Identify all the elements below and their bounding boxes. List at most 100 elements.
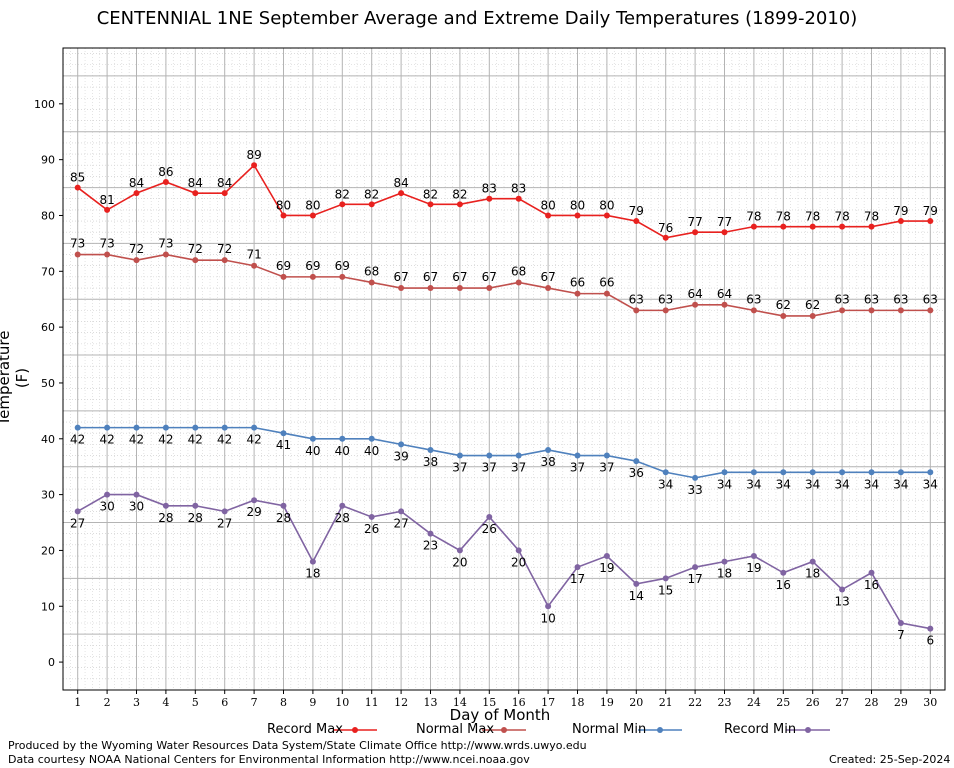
data-label-record-max: 83 (511, 182, 526, 196)
data-point-record-min (486, 513, 493, 520)
data-label-record-min: 30 (129, 500, 144, 514)
legend-marker-normal-min (657, 727, 663, 733)
data-label-normal-min: 34 (776, 477, 791, 491)
y-tick-label: 100 (34, 98, 55, 111)
x-tick-label: 12 (394, 696, 408, 709)
data-label-record-max: 82 (452, 187, 467, 201)
x-tick-label: 11 (365, 696, 379, 709)
data-point-record-min (545, 603, 552, 610)
data-label-normal-min: 37 (482, 461, 497, 475)
data-point-record-min (427, 530, 434, 537)
data-label-normal-min: 37 (570, 461, 585, 475)
data-label-record-max: 89 (246, 148, 261, 162)
data-label-normal-max: 66 (570, 276, 585, 290)
legend-label-normal-min: Normal Min (572, 722, 647, 737)
data-point-normal-max (545, 285, 552, 292)
data-point-record-max (809, 223, 816, 230)
legend-markers (333, 727, 830, 733)
x-tick-label: 5 (192, 696, 199, 709)
data-point-record-min (633, 580, 640, 587)
data-point-record-max (309, 212, 316, 219)
data-label-record-max: 80 (276, 198, 291, 212)
data-label-normal-max: 72 (217, 242, 232, 256)
data-label-normal-min: 41 (276, 438, 291, 452)
x-tick-label: 15 (482, 696, 496, 709)
data-point-record-min (456, 547, 463, 554)
data-label-normal-min: 40 (335, 444, 350, 458)
data-label-record-max: 80 (599, 198, 614, 212)
data-label-record-max: 78 (864, 210, 879, 224)
data-label-record-min: 28 (335, 511, 350, 525)
y-tick-label: 40 (41, 433, 55, 446)
legend-label-record-max: Record Max (267, 722, 343, 737)
data-label-normal-min: 39 (393, 449, 408, 463)
y-tick-label: 60 (41, 321, 55, 334)
data-point-record-min (574, 564, 581, 571)
data-label-record-min: 16 (776, 578, 791, 592)
data-label-record-max: 79 (893, 204, 908, 218)
data-point-normal-min (897, 469, 904, 476)
data-point-normal-min (339, 435, 346, 442)
data-point-record-max (104, 206, 111, 213)
data-point-record-max (897, 218, 904, 225)
x-tick-label: 8 (280, 696, 287, 709)
data-point-record-max (486, 195, 493, 202)
data-point-record-min (662, 575, 669, 582)
data-point-record-min (251, 497, 258, 504)
data-label-record-min: 6 (926, 634, 934, 648)
data-point-record-min (721, 558, 728, 565)
data-point-normal-max (927, 307, 934, 314)
data-label-normal-max: 63 (834, 292, 849, 306)
data-label-normal-max: 63 (629, 292, 644, 306)
data-point-record-min (603, 553, 610, 560)
data-point-normal-min (780, 469, 787, 476)
chart-title: CENTENNIAL 1NE September Average and Ext… (96, 8, 858, 29)
x-tick-label: 13 (424, 696, 438, 709)
data-point-record-max (398, 190, 405, 197)
data-label-record-min: 19 (746, 561, 761, 575)
data-point-record-max (515, 195, 522, 202)
data-label-normal-min: 40 (364, 444, 379, 458)
data-label-normal-min: 34 (893, 477, 908, 491)
data-label-normal-max: 68 (364, 264, 379, 278)
data-label-record-max: 77 (717, 215, 732, 229)
data-label-normal-min: 34 (834, 477, 849, 491)
data-label-normal-max: 69 (305, 259, 320, 273)
data-point-record-min (162, 502, 169, 509)
data-label-record-min: 28 (158, 511, 173, 525)
data-label-record-min: 26 (364, 522, 379, 536)
data-label-record-max: 79 (629, 204, 644, 218)
data-point-normal-max (574, 290, 581, 297)
x-axis-label: Day of Month (449, 706, 551, 724)
x-tick-label: 25 (776, 696, 790, 709)
data-point-record-max (603, 212, 610, 219)
data-point-record-max (839, 223, 846, 230)
data-point-record-min (897, 620, 904, 627)
data-label-normal-max: 62 (776, 298, 791, 312)
major-grid (63, 48, 945, 691)
y-tick-label: 80 (41, 209, 55, 222)
data-point-normal-min (868, 469, 875, 476)
data-point-record-max (251, 162, 258, 169)
data-label-record-min: 30 (99, 500, 114, 514)
data-point-normal-max (515, 279, 522, 286)
data-label-normal-min: 34 (805, 477, 820, 491)
data-label-normal-min: 37 (599, 461, 614, 475)
y-tick-label: 0 (48, 656, 55, 669)
data-point-normal-max (603, 290, 610, 297)
data-label-record-max: 80 (570, 198, 585, 212)
data-point-record-max (427, 201, 434, 208)
data-point-normal-max (309, 273, 316, 280)
x-tick-label: 1 (74, 696, 81, 709)
legend-label-normal-max: Normal Max (416, 722, 495, 737)
series-line-normal-max (77, 253, 931, 317)
data-point-record-max (868, 223, 875, 230)
data-point-normal-min (809, 469, 816, 476)
data-label-normal-max: 68 (511, 264, 526, 278)
data-label-record-max: 78 (805, 210, 820, 224)
data-label-record-max: 76 (658, 221, 673, 235)
data-point-record-min (221, 508, 228, 515)
data-point-record-min (868, 569, 875, 576)
data-label-record-max: 79 (923, 204, 938, 218)
